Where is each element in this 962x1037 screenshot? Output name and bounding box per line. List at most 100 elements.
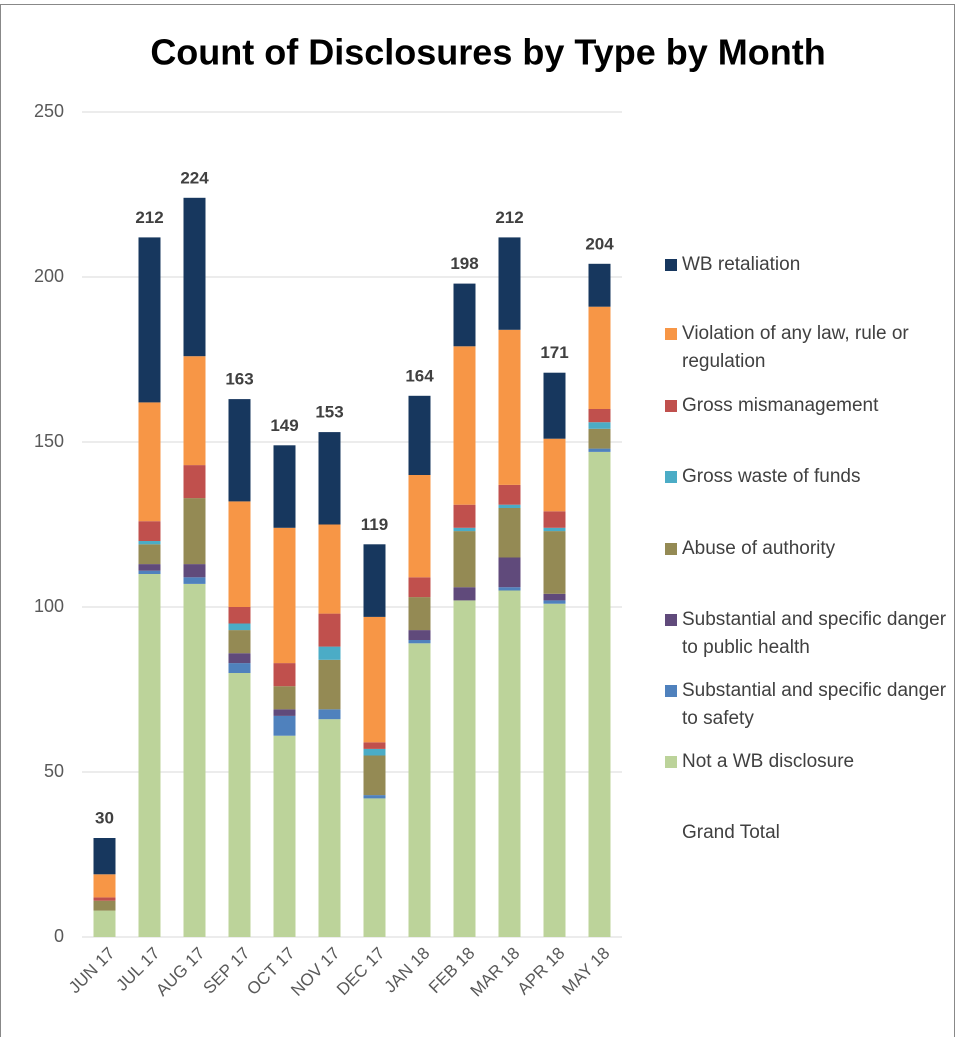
x-tick-label: MAR 18: [467, 944, 524, 1001]
total-label: 149: [270, 416, 298, 435]
bar-segment: [453, 587, 476, 601]
bar-segment: [93, 874, 116, 898]
bar-segment: [183, 583, 206, 937]
bar-segment: [363, 748, 386, 756]
chart-title: Count of Disclosures by Type by Month: [150, 32, 825, 73]
bar-segment: [453, 283, 476, 347]
x-tick-label: NOV 17: [287, 944, 343, 1000]
bar-segment: [93, 897, 116, 901]
bar-segment: [228, 623, 251, 631]
bar-segment: [228, 653, 251, 664]
bar-segment: [138, 541, 161, 545]
y-tick-label: 0: [54, 926, 64, 946]
y-tick-label: 100: [34, 596, 64, 616]
bar-segment: [318, 709, 341, 720]
legend-swatch: [665, 756, 677, 768]
bar-segment: [273, 527, 296, 664]
chart-border: [0, 4, 955, 1037]
bar-segment: [543, 600, 566, 604]
bar-segment: [318, 659, 341, 710]
bar-segment: [453, 346, 476, 505]
bar-segment: [498, 329, 521, 485]
bar-segment: [273, 445, 296, 528]
x-tick-label: JAN 18: [381, 944, 434, 997]
bar-segment: [408, 395, 431, 475]
bar-segment: [453, 527, 476, 532]
legend-label: Gross mismanagement: [682, 395, 879, 416]
bar-segment: [138, 544, 161, 565]
bar-segment: [363, 544, 386, 617]
bar-segment: [138, 570, 161, 574]
y-tick-label: 50: [44, 761, 64, 781]
total-label: 171: [540, 343, 568, 362]
legend-label: Substantial and specific danger to safet…: [682, 680, 947, 729]
bar-segment: [138, 237, 161, 403]
legend-label: Violation of any law, rule or regulation: [682, 323, 909, 372]
total-label: 164: [405, 366, 434, 385]
bar-segment: [273, 686, 296, 710]
legend-label: WB retaliation: [682, 254, 801, 275]
bar-segment: [318, 646, 341, 660]
bar-segment: [363, 742, 386, 749]
bar-segment: [273, 663, 296, 687]
bar-segment: [588, 451, 611, 937]
bar-segment: [453, 504, 476, 528]
bar-segment: [138, 402, 161, 522]
bar-segment: [453, 531, 476, 588]
bar-segment: [408, 597, 431, 631]
bar-segment: [318, 432, 341, 525]
y-tick-label: 150: [34, 431, 64, 451]
legend-swatch: [665, 614, 677, 626]
x-tick-label: JUN 17: [65, 944, 119, 998]
bar-segment: [588, 422, 611, 429]
bar-segment: [228, 607, 251, 624]
bar-segment: [363, 795, 386, 799]
bar-segment: [498, 504, 521, 508]
total-label: 119: [361, 515, 388, 534]
y-tick-label: 200: [34, 266, 64, 286]
legend-swatch: [665, 400, 677, 412]
bar-segment: [273, 715, 296, 736]
bar-segment: [93, 910, 116, 937]
legend-swatch: [665, 471, 677, 483]
total-label: 153: [315, 403, 343, 422]
bar-segment: [588, 263, 611, 307]
bar-segment: [318, 719, 341, 937]
legend-label: Grand Total: [682, 822, 780, 843]
total-label: 212: [135, 208, 163, 227]
bar-segment: [318, 613, 341, 647]
total-label: 224: [180, 168, 209, 187]
total-label: 204: [585, 234, 614, 253]
bar-segment: [183, 498, 206, 565]
total-label: 198: [450, 254, 478, 273]
bar-segment: [93, 838, 116, 875]
legend-label: Abuse of authority: [682, 538, 836, 559]
legend-swatch: [665, 685, 677, 697]
bar-segment: [543, 511, 566, 528]
bar-segment: [543, 438, 566, 512]
bar-segment: [498, 508, 521, 558]
bar-segment: [543, 527, 566, 532]
bar-segment: [453, 600, 476, 937]
bar-segment: [138, 564, 161, 571]
bar-segment: [228, 501, 251, 607]
x-tick-label: APR 18: [514, 944, 569, 999]
x-tick-label: MAY 18: [558, 944, 613, 999]
bar-segment: [273, 735, 296, 937]
x-tick-label: SEP 17: [200, 944, 254, 998]
bar-segment: [93, 900, 116, 911]
bar-segment: [228, 663, 251, 673]
total-label: 163: [225, 370, 253, 389]
bar-segment: [498, 484, 521, 505]
bar-segment: [183, 564, 206, 578]
bar-segment: [408, 630, 431, 640]
bar-segment: [588, 306, 611, 409]
bar-segment: [588, 448, 611, 452]
bar-segment: [228, 399, 251, 502]
bar-segment: [588, 428, 611, 449]
bar-segment: [138, 521, 161, 541]
x-tick-label: DEC 17: [333, 944, 389, 1000]
bar-segment: [228, 630, 251, 654]
bar-segment: [183, 465, 206, 499]
